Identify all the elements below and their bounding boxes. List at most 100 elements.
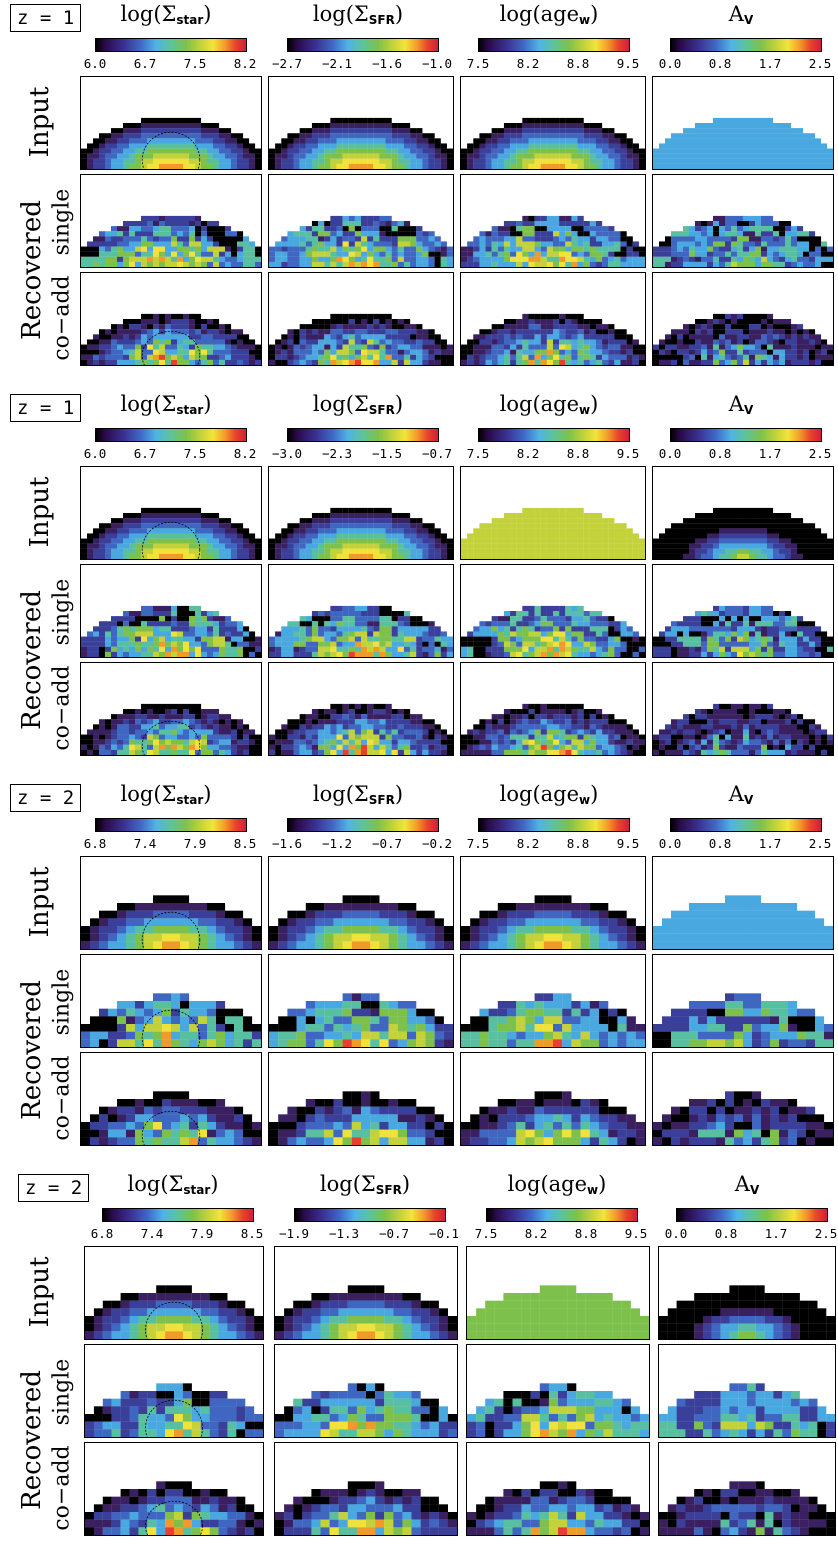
column-header-1: log(Σstar)	[127, 1172, 219, 1197]
tick-label: 8.5	[233, 836, 257, 851]
column-header-3: log(agew)	[507, 1172, 607, 1197]
map-panel-coadd	[658, 1442, 836, 1536]
map-panel-input	[80, 856, 262, 950]
colorbar-ticks: 0.0 0.8 1.7 2.5	[659, 446, 832, 462]
pixel-map	[275, 1285, 457, 1339]
map-panel-single	[80, 174, 262, 268]
tick-label: 8.2	[516, 56, 540, 71]
pixel-map	[467, 1285, 649, 1339]
tick-label: 7.4	[140, 1226, 164, 1241]
tick-label: 0.8	[708, 446, 732, 461]
map-panel-single	[274, 1344, 458, 1438]
map-panel-input	[268, 76, 454, 170]
map-panel-single	[652, 174, 834, 268]
map-panel-coadd	[80, 272, 262, 366]
pixel-map	[653, 117, 833, 169]
column-header-2: log(ΣSFR)	[312, 2, 404, 27]
tick-label: −0.7	[371, 836, 403, 851]
pixel-map	[461, 993, 645, 1047]
colorbar	[95, 38, 247, 52]
colorbar	[478, 38, 630, 52]
pixel-map	[659, 1285, 835, 1339]
map-panel-input	[80, 466, 262, 560]
row-label-coadd: co−add	[49, 1445, 75, 1531]
tick-label: 6.7	[133, 56, 157, 71]
tick-label: 8.2	[516, 836, 540, 851]
column-header-2: log(ΣSFR)	[312, 782, 404, 807]
pixel-map	[85, 1285, 263, 1339]
colorbar-ticks: −1.9 −1.3 −0.7 −0.1	[279, 1226, 459, 1242]
tick-label: 2.5	[814, 1226, 838, 1241]
column-header-3: log(agew)	[499, 782, 599, 807]
row-label-coadd: co−add	[49, 275, 75, 361]
tick-label: −1.3	[328, 1226, 360, 1241]
tick-label: 8.8	[566, 56, 590, 71]
tick-label: 6.0	[83, 56, 107, 71]
tick-label: 1.7	[758, 446, 782, 461]
tick-label: −1.2	[321, 836, 353, 851]
tick-label: −0.1	[428, 1226, 460, 1241]
pixel-map	[659, 1481, 835, 1535]
map-panel-input	[274, 1246, 458, 1340]
pixel-map	[275, 1383, 457, 1437]
pixel-map	[269, 605, 453, 657]
tick-label: −2.7	[271, 56, 303, 71]
colorbar-ticks: 6.0 6.7 7.5 8.2	[84, 56, 257, 72]
row-label-recovered: Recovered	[17, 1370, 47, 1510]
map-panel-coadd	[268, 662, 454, 756]
tick-label: 9.5	[616, 56, 640, 71]
colorbar-ticks: 6.8 7.4 7.9 8.5	[84, 836, 257, 852]
pixel-map	[653, 895, 833, 949]
tick-label: 7.5	[466, 56, 490, 71]
colorbar	[478, 818, 630, 832]
pixel-map	[653, 1091, 833, 1145]
tick-label: 8.2	[233, 56, 257, 71]
tick-label: 0.8	[708, 56, 732, 71]
row-label-coadd: co−add	[49, 665, 75, 751]
pixel-map	[269, 993, 453, 1047]
pixel-map	[81, 215, 261, 267]
pixel-map	[461, 117, 645, 169]
pixel-map	[461, 1091, 645, 1145]
map-panel-coadd	[268, 1052, 454, 1146]
colorbar-ticks: −2.7 −2.1 −1.6 −1.0	[272, 56, 452, 72]
map-panel-single	[658, 1344, 836, 1438]
map-panel-coadd	[460, 1052, 646, 1146]
pixel-map	[461, 605, 645, 657]
pixel-map	[269, 117, 453, 169]
pixel-map	[81, 703, 261, 755]
pixel-map	[653, 605, 833, 657]
map-panel-single	[268, 564, 454, 658]
map-panel-input	[652, 466, 834, 560]
pixel-map	[653, 507, 833, 559]
pixel-map	[653, 313, 833, 365]
row-label-input: Input	[25, 866, 55, 938]
column-header-3: log(agew)	[499, 2, 599, 27]
colorbar-ticks: 7.5 8.2 8.8 9.5	[475, 1226, 648, 1242]
row-label-input: Input	[25, 476, 55, 548]
row-label-single: single	[49, 1358, 75, 1426]
tick-label: 0.0	[664, 1226, 688, 1241]
column-header-1: log(Σstar)	[120, 782, 212, 807]
tick-label: 7.4	[133, 836, 157, 851]
tick-label: −1.5	[371, 446, 403, 461]
map-panel-coadd	[460, 272, 646, 366]
map-panel-coadd	[268, 272, 454, 366]
tick-label: 7.9	[190, 1226, 214, 1241]
column-header-2: log(ΣSFR)	[312, 392, 404, 417]
tick-label: −3.0	[271, 446, 303, 461]
map-panel-input	[268, 856, 454, 950]
tick-label: 7.5	[183, 56, 207, 71]
tick-label: 2.5	[808, 446, 832, 461]
pixel-map	[461, 313, 645, 365]
figure-block-2: z = 1 log(Σstar) 6.0 6.7 7.5 8.2 log(ΣSFR) −3.0…	[0, 390, 838, 780]
map-panel-coadd	[274, 1442, 458, 1536]
map-panel-input	[466, 1246, 650, 1340]
pixel-map	[653, 703, 833, 755]
map-panel-single	[460, 174, 646, 268]
pixel-map	[653, 993, 833, 1047]
column-header-4: AV	[728, 392, 754, 417]
row-label-single: single	[49, 968, 75, 1036]
column-header-3: log(agew)	[499, 392, 599, 417]
colorbar	[486, 1208, 638, 1222]
